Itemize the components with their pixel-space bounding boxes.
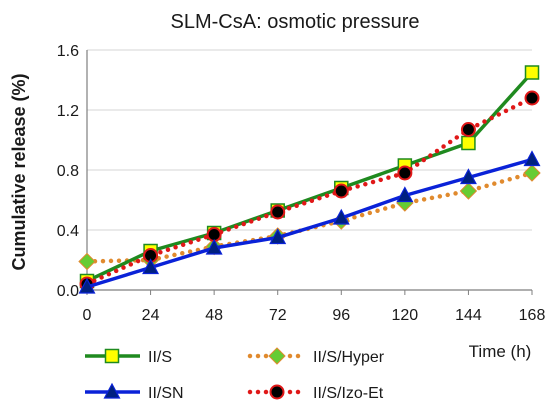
data-point-ii-s-izo-et bbox=[333, 183, 349, 199]
x-tick-label: 120 bbox=[392, 307, 419, 324]
data-point-ii-sn bbox=[78, 277, 96, 294]
legend-marker bbox=[104, 348, 120, 364]
legend-marker bbox=[269, 384, 285, 400]
series-ii-sn bbox=[78, 150, 541, 294]
legend-item-ii-s: II/S bbox=[85, 348, 172, 366]
y-tick-label: 0.4 bbox=[57, 223, 79, 240]
data-point-ii-sn bbox=[142, 258, 160, 275]
legend-label: II/S/Izo-Et bbox=[313, 385, 384, 402]
legend-label: II/S/Hyper bbox=[313, 349, 385, 366]
x-tick-label: 144 bbox=[455, 307, 482, 324]
y-tick-label: 0.8 bbox=[57, 163, 79, 180]
data-point-ii-s-hyper bbox=[523, 164, 541, 182]
x-tick-label: 72 bbox=[269, 307, 287, 324]
y-tick-label: 1.6 bbox=[57, 43, 79, 60]
legend-marker bbox=[103, 382, 121, 399]
data-point-ii-s bbox=[461, 135, 476, 151]
data-point-ii-sn bbox=[459, 168, 477, 185]
x-tick-label: 96 bbox=[332, 307, 350, 324]
data-point-ii-s bbox=[524, 65, 540, 80]
axes bbox=[86, 50, 533, 295]
x-tick-label: 48 bbox=[205, 307, 223, 324]
data-point-ii-s-hyper bbox=[78, 252, 96, 271]
legend-item-ii-s-hyper: II/S/Hyper bbox=[247, 347, 385, 366]
series-line-ii-s-izo-et bbox=[84, 95, 535, 287]
tick-labels: 0.0 0.4 0.8 1.2 1.6 0 24 48 72 96 120 144 168 bbox=[57, 43, 546, 324]
data-point-ii-s-izo-et bbox=[524, 90, 540, 106]
chart-title: SLM-CsA: osmotic pressure bbox=[171, 11, 420, 33]
series-line-ii-s bbox=[86, 71, 534, 283]
data-point-ii-sn bbox=[269, 228, 287, 245]
series-group bbox=[78, 65, 541, 294]
series-line-ii-sn bbox=[86, 157, 533, 289]
x-tick-label: 0 bbox=[83, 307, 92, 324]
x-tick-label: 24 bbox=[142, 307, 160, 324]
data-point-ii-sn bbox=[396, 186, 414, 203]
data-point-ii-s-hyper bbox=[459, 182, 478, 200]
legend-item-ii-sn: II/SN bbox=[85, 382, 184, 402]
legend: II/S II/S/Hyper II/SN II/S/Izo-Et bbox=[85, 347, 385, 402]
legend-item-ii-s-izo-et: II/S/Izo-Et bbox=[247, 384, 384, 402]
legend-marker bbox=[268, 347, 286, 365]
data-point-ii-s-izo-et bbox=[460, 122, 476, 137]
legend-label: II/S bbox=[148, 349, 172, 366]
x-axis-label: Time (h) bbox=[469, 342, 532, 361]
y-tick-label: 1.2 bbox=[57, 103, 79, 120]
y-tick-label: 0.0 bbox=[57, 283, 79, 300]
y-axis-label: Cumulative release (%) bbox=[9, 73, 29, 270]
data-point-ii-s-izo-et bbox=[270, 204, 286, 220]
x-tick-label: 168 bbox=[519, 307, 546, 324]
data-point-ii-s-izo-et bbox=[397, 165, 413, 181]
legend-label: II/SN bbox=[148, 385, 184, 402]
data-point-ii-sn bbox=[332, 208, 350, 225]
data-point-ii-sn bbox=[205, 238, 223, 255]
data-point-ii-sn bbox=[523, 150, 541, 167]
